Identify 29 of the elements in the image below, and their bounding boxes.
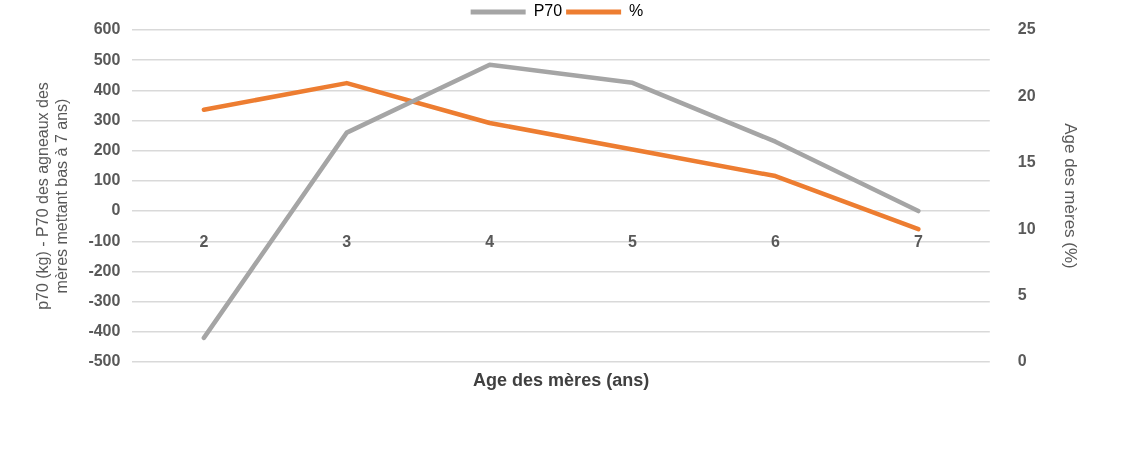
y2-tick-label: 25 bbox=[1017, 20, 1036, 38]
y2-tick-label: 10 bbox=[1017, 219, 1036, 237]
y-tick-label: -400 bbox=[88, 322, 121, 340]
x-tick-label: 5 bbox=[628, 233, 638, 251]
legend-label: P70 bbox=[533, 2, 563, 20]
y2-tick-label: 20 bbox=[1017, 86, 1036, 104]
x-tick-label: 7 bbox=[913, 233, 923, 251]
legend-label: % bbox=[629, 2, 644, 20]
y-axis-title: p70 (kg) - P70 des agneaux des mères mettant bas à 7 ans) bbox=[34, 82, 71, 310]
y-tick-label: 400 bbox=[93, 80, 121, 98]
x-tick-label: 6 bbox=[771, 233, 781, 251]
y-tick-label: -500 bbox=[88, 352, 121, 370]
y-tick-label: 100 bbox=[93, 171, 121, 189]
y-tick-label: -200 bbox=[88, 261, 121, 279]
y-tick-label: 600 bbox=[93, 20, 121, 38]
y-tick-label: 500 bbox=[93, 50, 121, 68]
x-tick-label: 2 bbox=[199, 233, 209, 251]
y2-tick-label: 5 bbox=[1017, 286, 1027, 304]
y-tick-label: 0 bbox=[111, 201, 121, 219]
y2-tick-label: 15 bbox=[1017, 153, 1036, 171]
y-tick-label: -100 bbox=[88, 231, 121, 249]
y2-tick-label: 0 bbox=[1017, 352, 1027, 370]
x-axis-title: Age des mères (ans) bbox=[473, 369, 650, 390]
y-tick-label: -300 bbox=[88, 292, 121, 310]
x-tick-label: 3 bbox=[342, 233, 352, 251]
y2-axis-title: Age des mères (%) bbox=[1061, 123, 1081, 269]
x-tick-label: 4 bbox=[485, 233, 495, 251]
y-tick-label: 300 bbox=[93, 110, 121, 128]
y-tick-label: 200 bbox=[93, 141, 121, 159]
